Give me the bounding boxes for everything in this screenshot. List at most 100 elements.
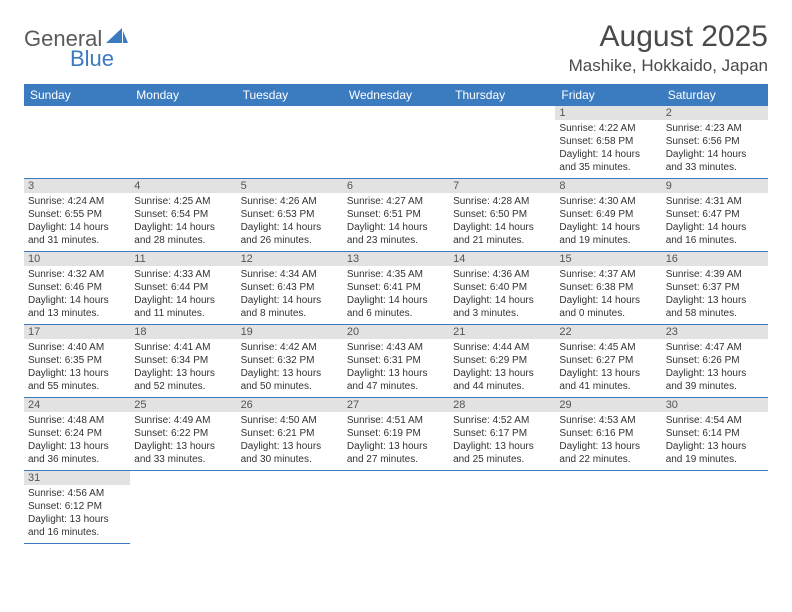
day-info-line: and 52 minutes. [134, 380, 232, 393]
calendar-cell: 18 Sunrise: 4:41 AMSunset: 6:34 PMDayligh… [130, 325, 236, 398]
calendar-cell: 20Sunrise: 4:43 AMSunset: 6:31 PMDayligh… [343, 325, 449, 398]
day-info-line: and 26 minutes. [241, 234, 339, 247]
month-title: August 2025 [569, 20, 768, 54]
calendar-cell [343, 471, 449, 544]
calendar-week-row: 17 Sunrise: 4:40 AMSunset: 6:35 PMDayligh… [24, 325, 768, 398]
calendar-cell [449, 471, 555, 544]
calendar-cell: 27 Sunrise: 4:51 AMSunset: 6:19 PMDayligh… [343, 398, 449, 471]
day-info-line: Sunrise: 4:28 AM [453, 195, 551, 208]
day-info-line: Sunset: 6:53 PM [241, 208, 339, 221]
day-info-line: Sunset: 6:21 PM [241, 427, 339, 440]
day-info-line: Sunrise: 4:45 AM [559, 341, 657, 354]
day-info-line: Sunrise: 4:51 AM [347, 414, 445, 427]
day-info-line: Daylight: 14 hours [134, 294, 232, 307]
day-info-line: and 13 minutes. [28, 307, 126, 320]
day-info-line: and 35 minutes. [559, 161, 657, 174]
day-info: Sunrise: 4:52 AMSunset: 6:17 PMDaylight:… [453, 414, 551, 466]
day-number: 25 [130, 398, 236, 412]
day-info: Sunrise: 4:50 AMSunset: 6:21 PMDaylight:… [241, 414, 339, 466]
calendar-cell [449, 106, 555, 179]
day-number: 27 [343, 398, 449, 412]
header: General August 2025 Mashike, Hokkaido, J… [24, 20, 768, 76]
day-number: 22 [555, 325, 661, 339]
day-info-line: Daylight: 14 hours [28, 294, 126, 307]
day-info-line: Daylight: 13 hours [453, 440, 551, 453]
day-info-line: Sunrise: 4:56 AM [28, 487, 126, 500]
day-info-line: and 25 minutes. [453, 453, 551, 466]
day-info-line: Sunrise: 4:50 AM [241, 414, 339, 427]
day-info-line: and 36 minutes. [28, 453, 126, 466]
calendar-cell: 13Sunrise: 4:35 AMSunset: 6:41 PMDayligh… [343, 252, 449, 325]
day-info: Sunrise: 4:45 AMSunset: 6:27 PMDaylight:… [559, 341, 657, 393]
calendar-cell [237, 471, 343, 544]
day-info-line: Daylight: 14 hours [347, 294, 445, 307]
day-info-line: Daylight: 13 hours [347, 440, 445, 453]
calendar-week-row: 1Sunrise: 4:22 AMSunset: 6:58 PMDaylight… [24, 106, 768, 179]
day-info-line: Sunset: 6:44 PM [134, 281, 232, 294]
day-info-line: Daylight: 14 hours [28, 221, 126, 234]
day-info: Sunrise: 4:56 AMSunset: 6:12 PMDaylight:… [28, 487, 126, 539]
day-info: Sunrise: 4:40 AMSunset: 6:35 PMDaylight:… [28, 341, 126, 393]
day-info-line: Sunset: 6:16 PM [559, 427, 657, 440]
day-info-line: and 3 minutes. [453, 307, 551, 320]
day-info: Sunrise: 4:25 AMSunset: 6:54 PMDaylight:… [134, 195, 232, 247]
day-info-line: and 16 minutes. [28, 526, 126, 539]
calendar-cell [662, 471, 768, 544]
day-info-line: and 47 minutes. [347, 380, 445, 393]
calendar-cell: 31Sunrise: 4:56 AMSunset: 6:12 PMDayligh… [24, 471, 130, 544]
day-number: 29 [555, 398, 661, 412]
day-info-line: Daylight: 13 hours [28, 440, 126, 453]
calendar-cell: 19Sunrise: 4:42 AMSunset: 6:32 PMDayligh… [237, 325, 343, 398]
day-info-line: and 44 minutes. [453, 380, 551, 393]
day-number: 18 [130, 325, 236, 339]
calendar-cell [237, 106, 343, 179]
day-info-line: Daylight: 13 hours [28, 367, 126, 380]
day-info-line: Sunset: 6:24 PM [28, 427, 126, 440]
day-info: Sunrise: 4:33 AMSunset: 6:44 PMDaylight:… [134, 268, 232, 320]
day-number: 20 [343, 325, 449, 339]
day-info-line: Sunset: 6:49 PM [559, 208, 657, 221]
day-info-line: Sunrise: 4:31 AM [666, 195, 764, 208]
day-info: Sunrise: 4:51 AMSunset: 6:19 PMDaylight:… [347, 414, 445, 466]
day-info: Sunrise: 4:41 AMSunset: 6:34 PMDaylight:… [134, 341, 232, 393]
day-info-line: Sunrise: 4:37 AM [559, 268, 657, 281]
day-info-line: Sunset: 6:51 PM [347, 208, 445, 221]
day-info: Sunrise: 4:48 AMSunset: 6:24 PMDaylight:… [28, 414, 126, 466]
day-info-line: Sunrise: 4:44 AM [453, 341, 551, 354]
day-info-line: and 39 minutes. [666, 380, 764, 393]
day-info-line: Sunset: 6:55 PM [28, 208, 126, 221]
calendar-cell [555, 471, 661, 544]
day-info-line: Sunrise: 4:48 AM [28, 414, 126, 427]
calendar-cell: 29Sunrise: 4:53 AMSunset: 6:16 PMDayligh… [555, 398, 661, 471]
day-info-line: Sunset: 6:26 PM [666, 354, 764, 367]
title-block: August 2025 Mashike, Hokkaido, Japan [569, 20, 768, 76]
day-number: 14 [449, 252, 555, 266]
day-info-line: Daylight: 14 hours [241, 221, 339, 234]
day-info-line: Daylight: 13 hours [559, 440, 657, 453]
calendar-week-row: 31Sunrise: 4:56 AMSunset: 6:12 PMDayligh… [24, 471, 768, 544]
day-info-line: Sunrise: 4:27 AM [347, 195, 445, 208]
calendar-cell: 24Sunrise: 4:48 AMSunset: 6:24 PMDayligh… [24, 398, 130, 471]
day-info-line: Daylight: 13 hours [559, 367, 657, 380]
day-info-line: and 58 minutes. [666, 307, 764, 320]
day-info-line: and 23 minutes. [347, 234, 445, 247]
calendar-cell: 28Sunrise: 4:52 AMSunset: 6:17 PMDayligh… [449, 398, 555, 471]
day-number: 30 [662, 398, 768, 412]
day-info-line: Daylight: 14 hours [666, 221, 764, 234]
day-info-line: Sunset: 6:41 PM [347, 281, 445, 294]
day-number: 4 [130, 179, 236, 193]
day-info-line: Daylight: 13 hours [134, 440, 232, 453]
weekday-header: Thursday [449, 84, 555, 106]
day-info-line: Sunset: 6:35 PM [28, 354, 126, 367]
day-info-line: and 19 minutes. [559, 234, 657, 247]
day-info: Sunrise: 4:22 AMSunset: 6:58 PMDaylight:… [559, 122, 657, 174]
calendar-cell: 14Sunrise: 4:36 AMSunset: 6:40 PMDayligh… [449, 252, 555, 325]
day-info-line: Sunset: 6:40 PM [453, 281, 551, 294]
day-number: 17 [24, 325, 130, 339]
calendar-cell: 16Sunrise: 4:39 AMSunset: 6:37 PMDayligh… [662, 252, 768, 325]
day-info-line: and 41 minutes. [559, 380, 657, 393]
day-number: 26 [237, 398, 343, 412]
day-info: Sunrise: 4:32 AMSunset: 6:46 PMDaylight:… [28, 268, 126, 320]
day-info: Sunrise: 4:31 AMSunset: 6:47 PMDaylight:… [666, 195, 764, 247]
day-number: 8 [555, 179, 661, 193]
